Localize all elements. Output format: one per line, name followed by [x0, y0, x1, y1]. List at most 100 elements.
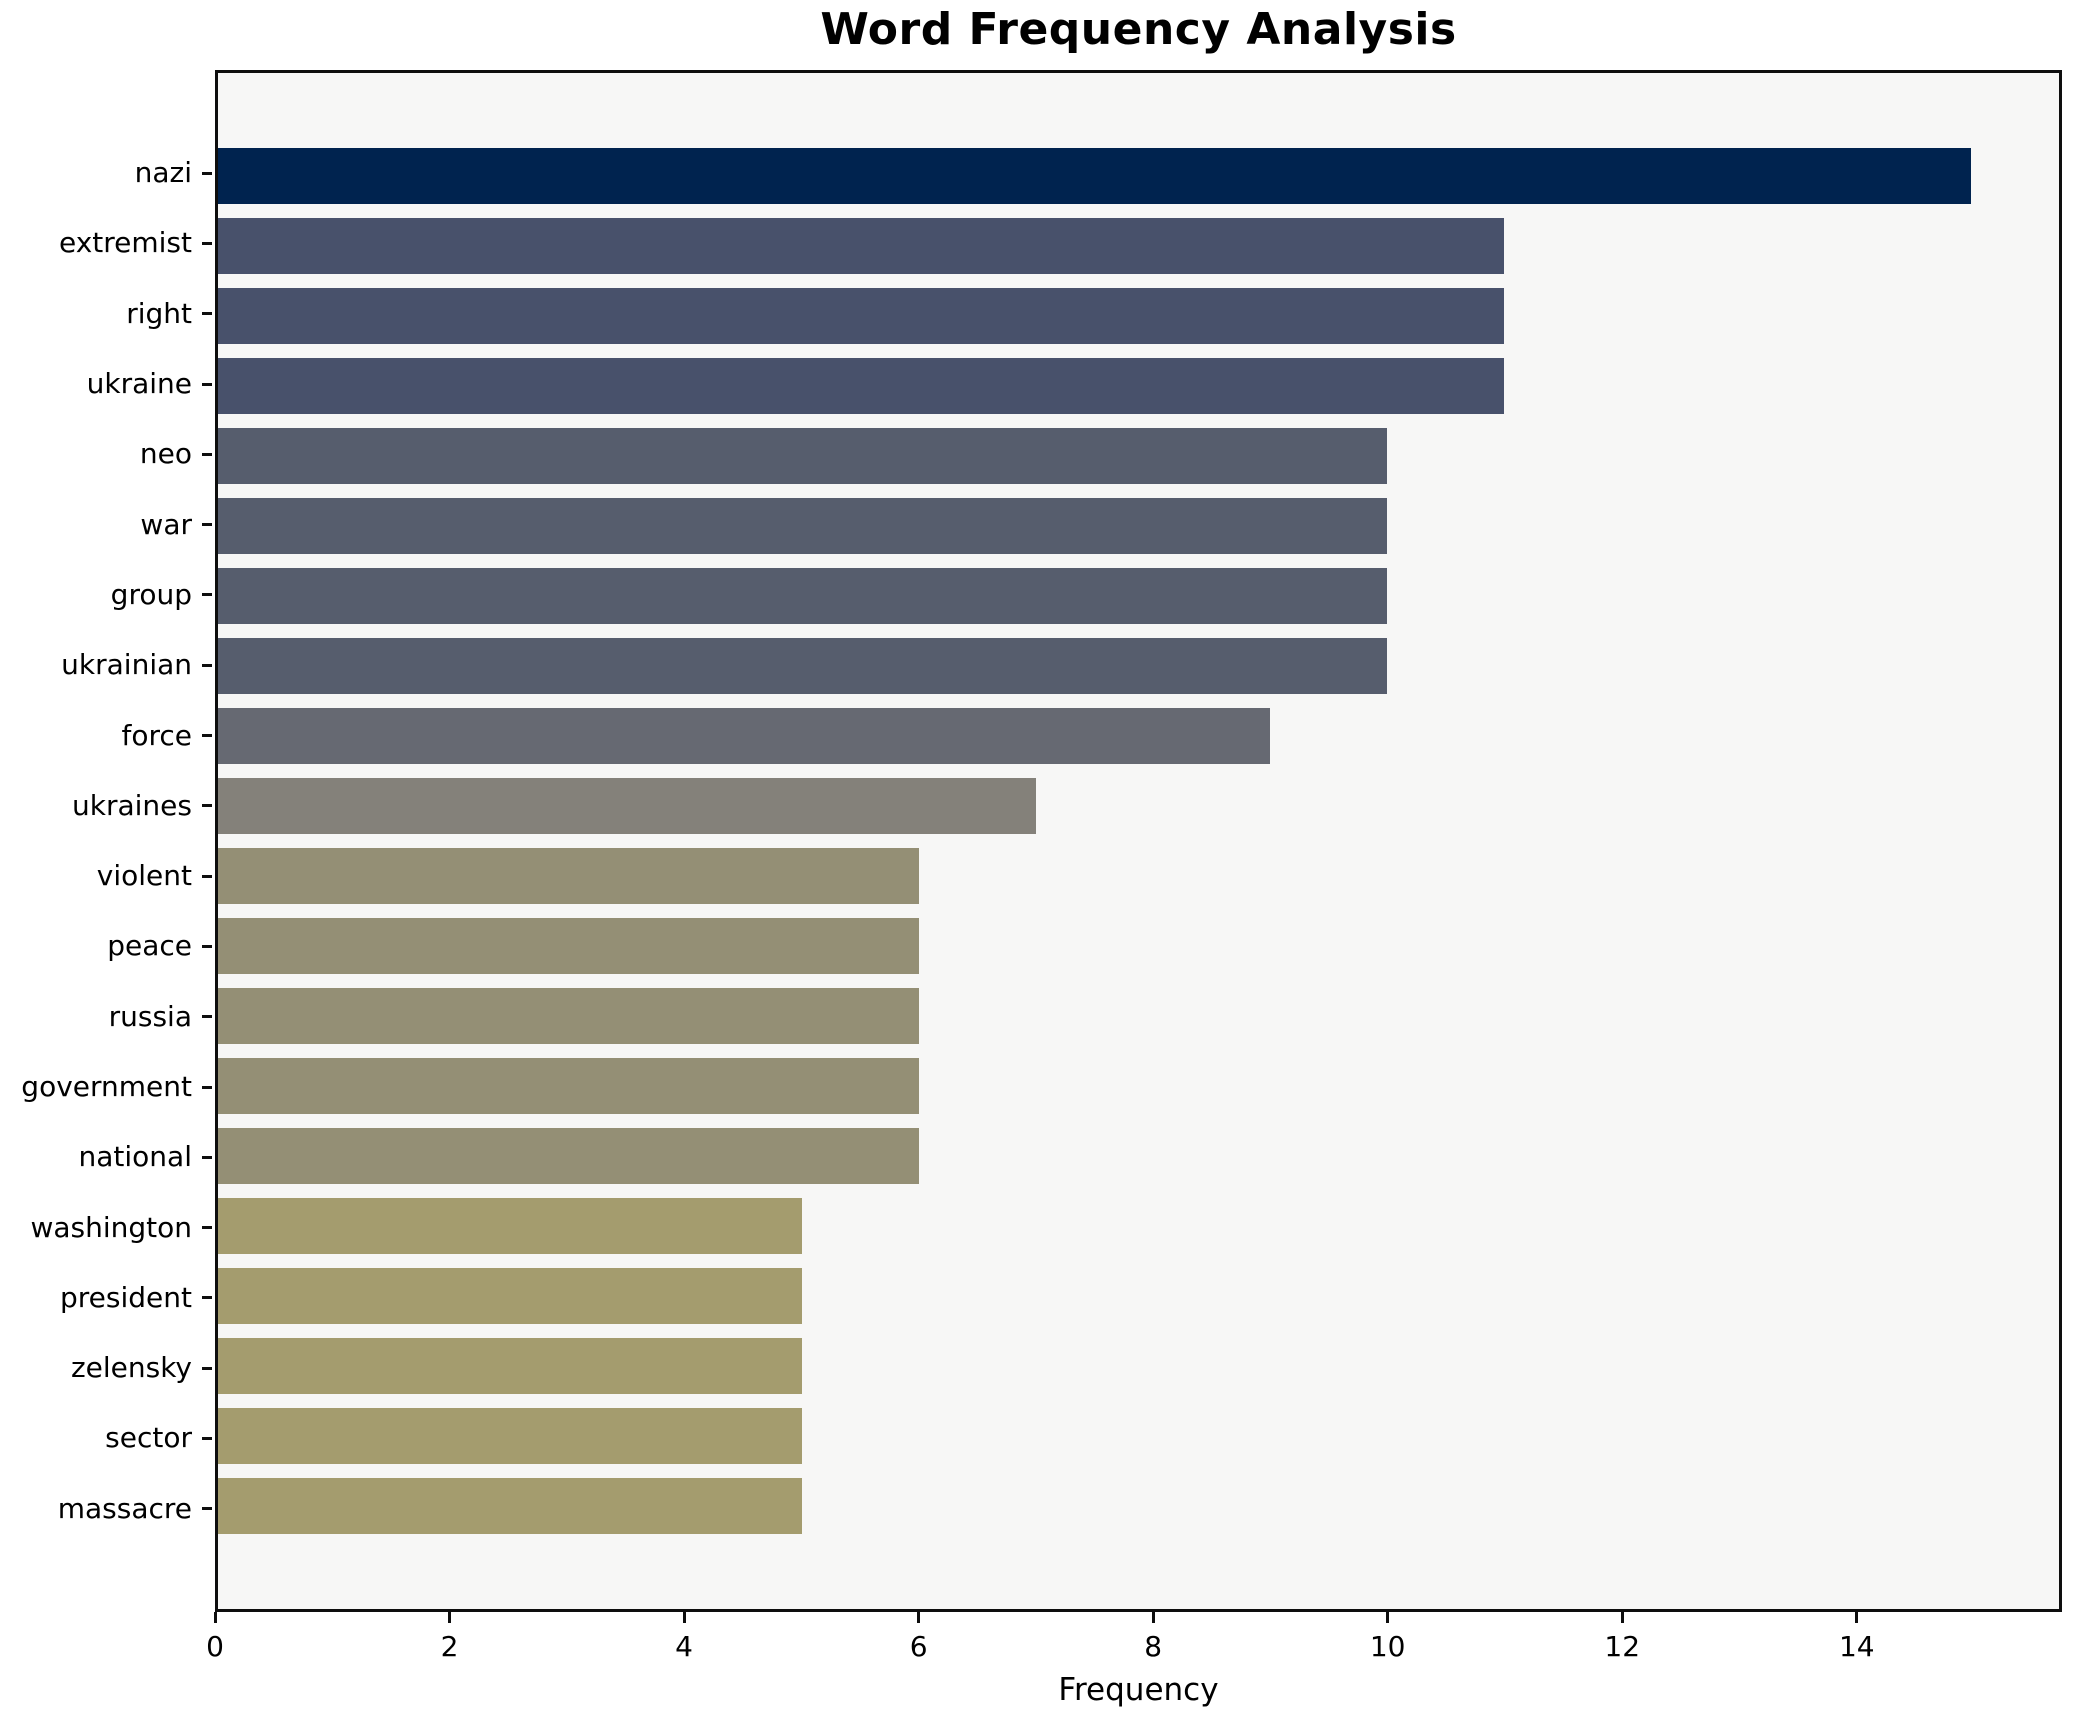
ytick-label-government: government	[21, 1070, 192, 1103]
y-row: zelensky	[0, 1333, 212, 1403]
ytick-label-ukraine: ukraine	[86, 367, 192, 401]
y-row: sector	[0, 1403, 212, 1473]
ytick-label-zelensky: zelensky	[70, 1351, 192, 1385]
ytick-label-ukrainian: ukrainian	[61, 648, 192, 682]
ytick-mark	[202, 1085, 212, 1089]
y-row: neo	[0, 419, 212, 489]
y-row: group	[0, 560, 212, 630]
bar-row	[218, 421, 2059, 491]
ytick-label-national: national	[78, 1140, 192, 1174]
xtick-label-10: 10	[1369, 1630, 1406, 1663]
bar-zelensky	[218, 1338, 803, 1394]
ytick-mark	[202, 241, 212, 245]
x-axis-label: Frequency	[1058, 1672, 1219, 1708]
y-row: violent	[0, 841, 212, 911]
y-axis: nazi extremist right ukraine neo war group ukra…	[0, 138, 212, 1544]
bar-row	[218, 1121, 2059, 1191]
ytick-label-group: group	[110, 577, 192, 611]
xtick-label-8: 8	[1144, 1630, 1163, 1663]
ytick-label-nazi: nazi	[134, 156, 192, 190]
bar-row	[218, 211, 2059, 281]
xtick-mark	[682, 1612, 686, 1623]
ytick-mark	[202, 944, 212, 948]
xtick-label-4: 4	[675, 1630, 693, 1663]
bar-sector	[218, 1408, 803, 1464]
bar-row	[218, 281, 2059, 351]
ytick-label-washington: washington	[30, 1210, 192, 1244]
ytick-label-violent: violent	[96, 859, 192, 893]
xtick-label-14: 14	[1838, 1630, 1875, 1663]
xtick-mark	[917, 1612, 921, 1623]
bar-violent	[218, 848, 920, 904]
ytick-mark	[202, 1366, 212, 1370]
ytick-mark	[202, 1296, 212, 1300]
bar-nazi	[218, 148, 1972, 204]
bar-group	[218, 568, 1387, 624]
y-row: national	[0, 1122, 212, 1192]
y-row: right	[0, 279, 212, 349]
y-row: ukraine	[0, 349, 212, 419]
xtick-mark	[1620, 1612, 1624, 1623]
ytick-mark	[202, 1226, 212, 1230]
ytick-mark	[202, 171, 212, 175]
y-row: ukraines	[0, 771, 212, 841]
xtick-mark	[1151, 1612, 1155, 1623]
bar-row	[218, 1051, 2059, 1121]
ytick-mark	[202, 1436, 212, 1440]
bar-president	[218, 1268, 803, 1324]
ytick-mark	[202, 804, 212, 808]
ytick-mark	[202, 452, 212, 456]
bar-ukraines	[218, 778, 1037, 834]
ytick-label-extremist: extremist	[58, 226, 192, 260]
bar-row	[218, 351, 2059, 421]
bar-war	[218, 498, 1387, 554]
bar-row	[218, 701, 2059, 771]
ytick-label-right: right	[126, 296, 192, 330]
ytick-label-president: president	[60, 1280, 192, 1314]
bar-washington	[218, 1198, 803, 1254]
y-row: russia	[0, 982, 212, 1052]
ytick-mark	[202, 734, 212, 738]
bar-row	[218, 1401, 2059, 1471]
bar-force	[218, 708, 1270, 764]
bar-government	[218, 1058, 920, 1114]
bar-massacre	[218, 1478, 803, 1534]
ytick-mark	[202, 1015, 212, 1019]
xtick-label-0: 0	[206, 1630, 224, 1663]
ytick-mark	[202, 1155, 212, 1159]
y-row: ukrainian	[0, 630, 212, 700]
ytick-label-massacre: massacre	[57, 1491, 192, 1525]
ytick-mark	[202, 663, 212, 667]
bar-peace	[218, 918, 920, 974]
ytick-label-peace: peace	[107, 929, 192, 963]
bar-neo	[218, 428, 1387, 484]
bar-national	[218, 1128, 920, 1184]
y-row: nazi	[0, 138, 212, 208]
ytick-label-force: force	[121, 718, 192, 752]
y-row: massacre	[0, 1474, 212, 1544]
bar-row	[218, 771, 2059, 841]
bar-ukraine	[218, 358, 1504, 414]
bar-row	[218, 141, 2059, 211]
bar-row	[218, 841, 2059, 911]
bar-row	[218, 1471, 2059, 1541]
ytick-mark	[202, 593, 212, 597]
y-row: president	[0, 1263, 212, 1333]
bar-row	[218, 911, 2059, 981]
bar-row	[218, 491, 2059, 561]
ytick-label-russia: russia	[108, 999, 192, 1033]
bar-row	[218, 1261, 2059, 1331]
plot-area	[215, 70, 2062, 1612]
y-row: government	[0, 1052, 212, 1122]
ytick-mark	[202, 1507, 212, 1511]
ytick-label-ukraines: ukraines	[72, 788, 192, 822]
ytick-mark	[202, 382, 212, 386]
xtick-mark	[1386, 1612, 1390, 1623]
xtick-mark	[213, 1612, 217, 1623]
xtick-mark	[1855, 1612, 1859, 1623]
bar-right	[218, 288, 1504, 344]
ytick-mark	[202, 312, 212, 316]
ytick-label-neo: neo	[139, 437, 192, 471]
bar-russia	[218, 988, 920, 1044]
